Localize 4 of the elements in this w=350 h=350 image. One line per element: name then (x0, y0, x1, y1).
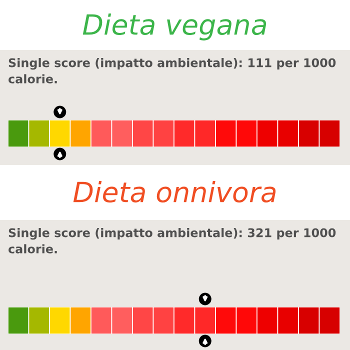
chart-subtitle: Single score (impatto ambientale): 111 per 1000 calorie. (8, 58, 336, 84)
chart-title: Dieta onnivora (73, 181, 276, 203)
chart-title: Dieta vegana (82, 14, 266, 40)
chart-subtitle: Single score (impatto ambientale): 321 per 1000 calorie. (8, 228, 336, 254)
